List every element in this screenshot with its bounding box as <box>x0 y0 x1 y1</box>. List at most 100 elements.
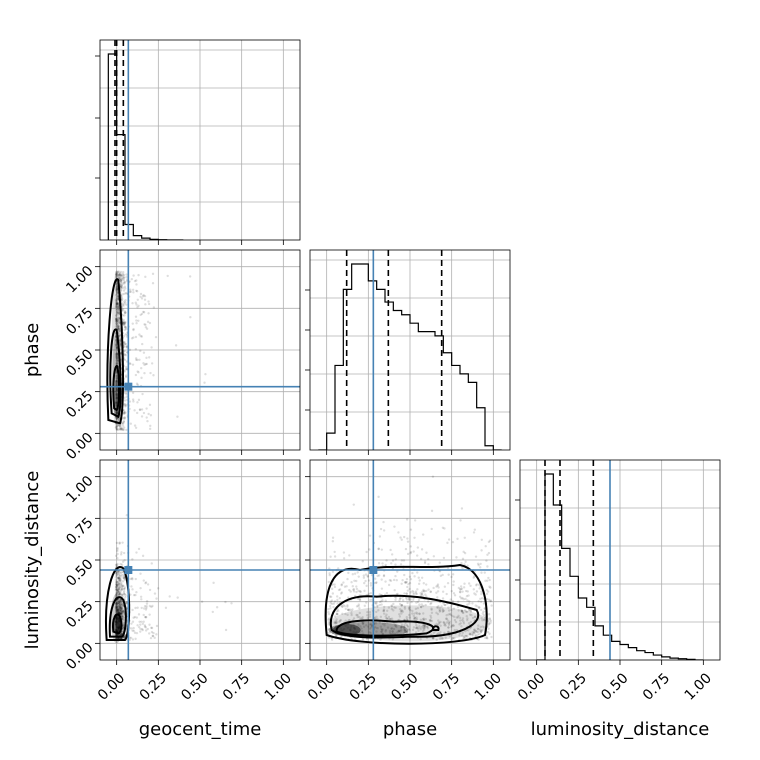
scatter-point <box>329 631 332 634</box>
scatter-point <box>483 571 486 574</box>
scatter-point <box>489 619 493 622</box>
scatter-point <box>144 323 147 326</box>
scatter-point <box>121 602 124 605</box>
scatter-point <box>203 381 206 384</box>
truth-marker <box>100 460 300 660</box>
scatter-point <box>152 374 155 377</box>
scatter-point <box>346 605 349 608</box>
scatter-point <box>115 412 119 415</box>
scatter-point <box>389 548 392 552</box>
scatter-point <box>462 620 465 623</box>
scatter-point <box>473 615 477 619</box>
scatter-point <box>412 626 416 629</box>
scatter-point <box>123 402 126 406</box>
scatter-point <box>138 358 141 362</box>
scatter-point <box>130 577 134 580</box>
panel-phase-vs-luminosity_distance: 0.00 0.25 0.50 0.75 1.00 <box>305 459 511 704</box>
scatter-point <box>381 622 385 626</box>
scatter-point <box>116 557 119 560</box>
scatter-point <box>441 590 445 593</box>
scatter-point <box>117 628 120 632</box>
scatter-point <box>327 612 331 616</box>
scatter-point <box>119 273 123 277</box>
scatter-point <box>122 428 125 432</box>
scatter-point <box>124 333 127 336</box>
scatter-point <box>407 582 410 586</box>
scatter-point <box>350 613 353 617</box>
scatter-point <box>116 621 119 625</box>
scatter-point <box>123 324 126 327</box>
scatter-point <box>447 538 451 541</box>
scatter-point <box>116 628 120 632</box>
scatter-point <box>124 311 127 314</box>
scatter-point <box>139 335 142 338</box>
panel-luminosity_distance: 0.00 0.25 0.50 0.75 1.00 <box>515 459 721 704</box>
scatter-point <box>115 392 119 395</box>
scatter-point <box>405 623 408 627</box>
scatter-point <box>477 564 480 567</box>
scatter-point <box>122 610 125 613</box>
scatter-point <box>115 380 118 383</box>
scatter-point <box>457 614 460 618</box>
scatter-point <box>419 605 423 609</box>
scatter-point <box>467 594 470 597</box>
scatter-point <box>115 633 118 637</box>
scatter-point <box>436 612 440 616</box>
scatter-point <box>359 625 362 628</box>
scatter-point <box>377 562 381 565</box>
scatter-point <box>466 599 469 602</box>
scatter-point <box>116 583 119 587</box>
scatter-point <box>368 631 371 634</box>
scatter-point <box>116 610 119 613</box>
scatter-point <box>416 600 420 604</box>
scatter-point <box>115 304 119 307</box>
scatter-point <box>117 576 120 579</box>
scatter-point <box>136 383 140 387</box>
scatter-point <box>123 310 127 313</box>
scatter-point <box>141 554 145 558</box>
scatter-point <box>377 547 380 550</box>
scatter-point <box>142 293 145 297</box>
scatter-point <box>404 630 407 633</box>
scatter-point <box>115 426 118 429</box>
scatter-point <box>115 602 119 605</box>
scatter-point <box>152 631 155 635</box>
y-tick-label: 0.25 <box>63 598 96 631</box>
scatter-point <box>480 571 483 574</box>
scatter-point <box>114 637 118 640</box>
scatter-point <box>135 319 138 322</box>
scatter-point <box>408 575 412 578</box>
scatter-point <box>408 629 411 632</box>
scatter-point <box>408 605 411 609</box>
scatter-point <box>117 577 121 581</box>
scatter-point <box>150 562 153 565</box>
scatter-point <box>116 585 119 589</box>
scatter-point <box>402 626 406 629</box>
scatter-point <box>123 358 127 362</box>
scatter-point <box>122 322 125 326</box>
scatter-point <box>115 357 119 361</box>
scatter-point <box>390 604 393 607</box>
scatter-point <box>483 616 487 619</box>
scatter-point <box>120 285 123 288</box>
scatter-point <box>332 605 335 609</box>
scatter-point <box>454 620 458 624</box>
scatter-point <box>119 637 123 640</box>
scatter-point <box>121 286 125 290</box>
scatter-point <box>118 271 122 275</box>
scatter-point <box>117 270 121 273</box>
scatter-point <box>122 335 126 338</box>
scatter-point <box>122 587 126 590</box>
scatter-point <box>119 334 122 338</box>
scatter-point <box>119 562 122 566</box>
scatter-point <box>114 355 118 358</box>
scatter-point <box>336 602 339 605</box>
scatter-point <box>115 633 119 636</box>
scatter-point <box>145 407 148 410</box>
scatter-point <box>459 591 462 594</box>
scatter-point <box>119 583 123 586</box>
scatter-point <box>115 379 118 383</box>
scatter-point <box>117 617 120 620</box>
scatter-point <box>388 629 392 633</box>
scatter-point <box>115 302 118 305</box>
